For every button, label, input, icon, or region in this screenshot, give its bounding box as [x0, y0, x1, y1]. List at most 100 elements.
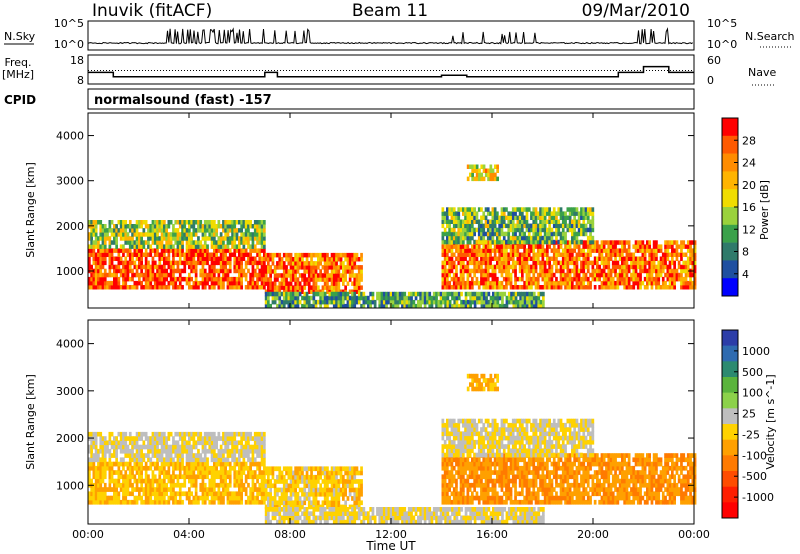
heatmap-cell — [269, 483, 272, 489]
heatmap-cell — [106, 440, 109, 446]
heatmap-cell — [201, 495, 205, 501]
heatmap-cell — [228, 431, 232, 437]
heatmap-cell — [276, 273, 279, 278]
heatmap-cell — [233, 285, 237, 290]
heatmap-cell — [561, 280, 565, 286]
heatmap-cell — [664, 272, 667, 278]
heatmap-cell — [117, 478, 121, 484]
heatmap-cell — [621, 248, 624, 253]
heatmap-cell — [546, 239, 549, 245]
heatmap-cell — [238, 487, 241, 492]
heatmap-cell — [314, 252, 318, 258]
heatmap-cell — [573, 207, 576, 212]
heatmap-cell — [101, 272, 105, 278]
heatmap-cell — [555, 223, 558, 229]
heatmap-cell — [194, 252, 198, 257]
heatmap-cell — [589, 231, 592, 237]
heatmap-cell — [450, 276, 454, 282]
heatmap-cell — [235, 264, 239, 270]
heatmap-cell — [353, 289, 357, 294]
heatmap-cell — [267, 303, 270, 309]
heatmap-cell — [477, 264, 481, 270]
heatmap-cell — [477, 207, 481, 212]
heatmap-cell — [398, 291, 402, 297]
heatmap-cell — [536, 244, 540, 249]
heatmap-cell — [178, 240, 182, 245]
heatmap-cell — [496, 280, 499, 286]
heatmap-cell — [684, 285, 688, 290]
heatmap-cell — [523, 244, 526, 249]
heatmap-cell — [219, 264, 223, 270]
heatmap-cell — [160, 444, 164, 450]
heatmap-cell — [289, 504, 293, 510]
heatmap-cell — [337, 466, 341, 472]
heatmap-cell — [106, 228, 109, 233]
heatmap-cell — [147, 260, 150, 266]
heatmap-cell — [455, 244, 458, 249]
heatmap-cell — [269, 491, 272, 497]
heatmap-cell — [475, 227, 479, 233]
heatmap-cell — [441, 231, 445, 237]
heatmap-cell — [559, 285, 563, 290]
heatmap-cell — [682, 285, 686, 290]
heatmap-cell — [124, 495, 128, 501]
heatmap-cell — [462, 248, 465, 253]
heatmap-cell — [323, 500, 327, 506]
heatmap-cell — [548, 207, 551, 212]
heatmap-cell — [276, 500, 279, 506]
heatmap-cell — [451, 291, 454, 297]
heatmap-cell — [568, 280, 572, 286]
heatmap-cell — [580, 268, 583, 274]
heatmap-cell — [473, 280, 476, 286]
heatmap-cell — [351, 496, 354, 501]
heatmap-cell — [307, 474, 311, 480]
heatmap-cell — [108, 457, 112, 463]
heatmap-cell — [561, 231, 565, 237]
heatmap-cell — [312, 496, 316, 501]
heatmap-cell — [176, 448, 180, 454]
heatmap-cell — [517, 299, 520, 305]
heatmap-cell — [394, 299, 397, 305]
heatmap-cell — [238, 457, 241, 463]
heatmap-cell — [552, 248, 556, 253]
heatmap-cell — [428, 299, 432, 305]
heatmap-cell — [335, 269, 338, 274]
heatmap-cell — [92, 487, 96, 492]
heatmap-cell — [219, 224, 223, 229]
heatmap-cell — [448, 303, 452, 309]
heatmap-cell — [222, 228, 225, 233]
heatmap-cell — [616, 280, 620, 286]
heatmap-cell — [280, 487, 284, 493]
heatmap-cell — [482, 164, 486, 169]
heatmap-cell — [530, 223, 533, 229]
heatmap-cell — [573, 240, 576, 245]
heatmap-cell — [650, 260, 654, 266]
heatmap-cell — [249, 220, 252, 225]
heatmap-cell — [285, 299, 288, 305]
heatmap-cell — [353, 491, 357, 497]
heatmap-cell — [314, 299, 318, 305]
heatmap-cell — [507, 223, 511, 229]
heatmap-cell — [160, 228, 164, 233]
heatmap-cell — [491, 215, 495, 220]
heatmap-cell — [312, 299, 316, 305]
heatmap-cell — [693, 272, 697, 278]
heatmap-cell — [199, 440, 203, 446]
heatmap-cell — [344, 265, 347, 270]
heatmap-cell — [138, 236, 141, 241]
heatmap-cell — [201, 244, 205, 249]
heatmap-cell — [117, 465, 121, 471]
heatmap-cell — [188, 495, 191, 501]
heatmap-cell — [163, 448, 166, 454]
heatmap-cell — [244, 248, 248, 253]
heatmap-cell — [181, 448, 184, 454]
heatmap-cell — [303, 474, 307, 480]
heatmap-cell — [571, 223, 574, 229]
heatmap-cell — [321, 285, 325, 290]
heatmap-cell — [351, 257, 354, 262]
heatmap-cell — [353, 504, 357, 510]
heatmap-cell — [149, 482, 153, 488]
heatmap-cell — [228, 268, 232, 274]
heatmap-cell — [215, 440, 218, 446]
heatmap-cell — [509, 223, 513, 229]
